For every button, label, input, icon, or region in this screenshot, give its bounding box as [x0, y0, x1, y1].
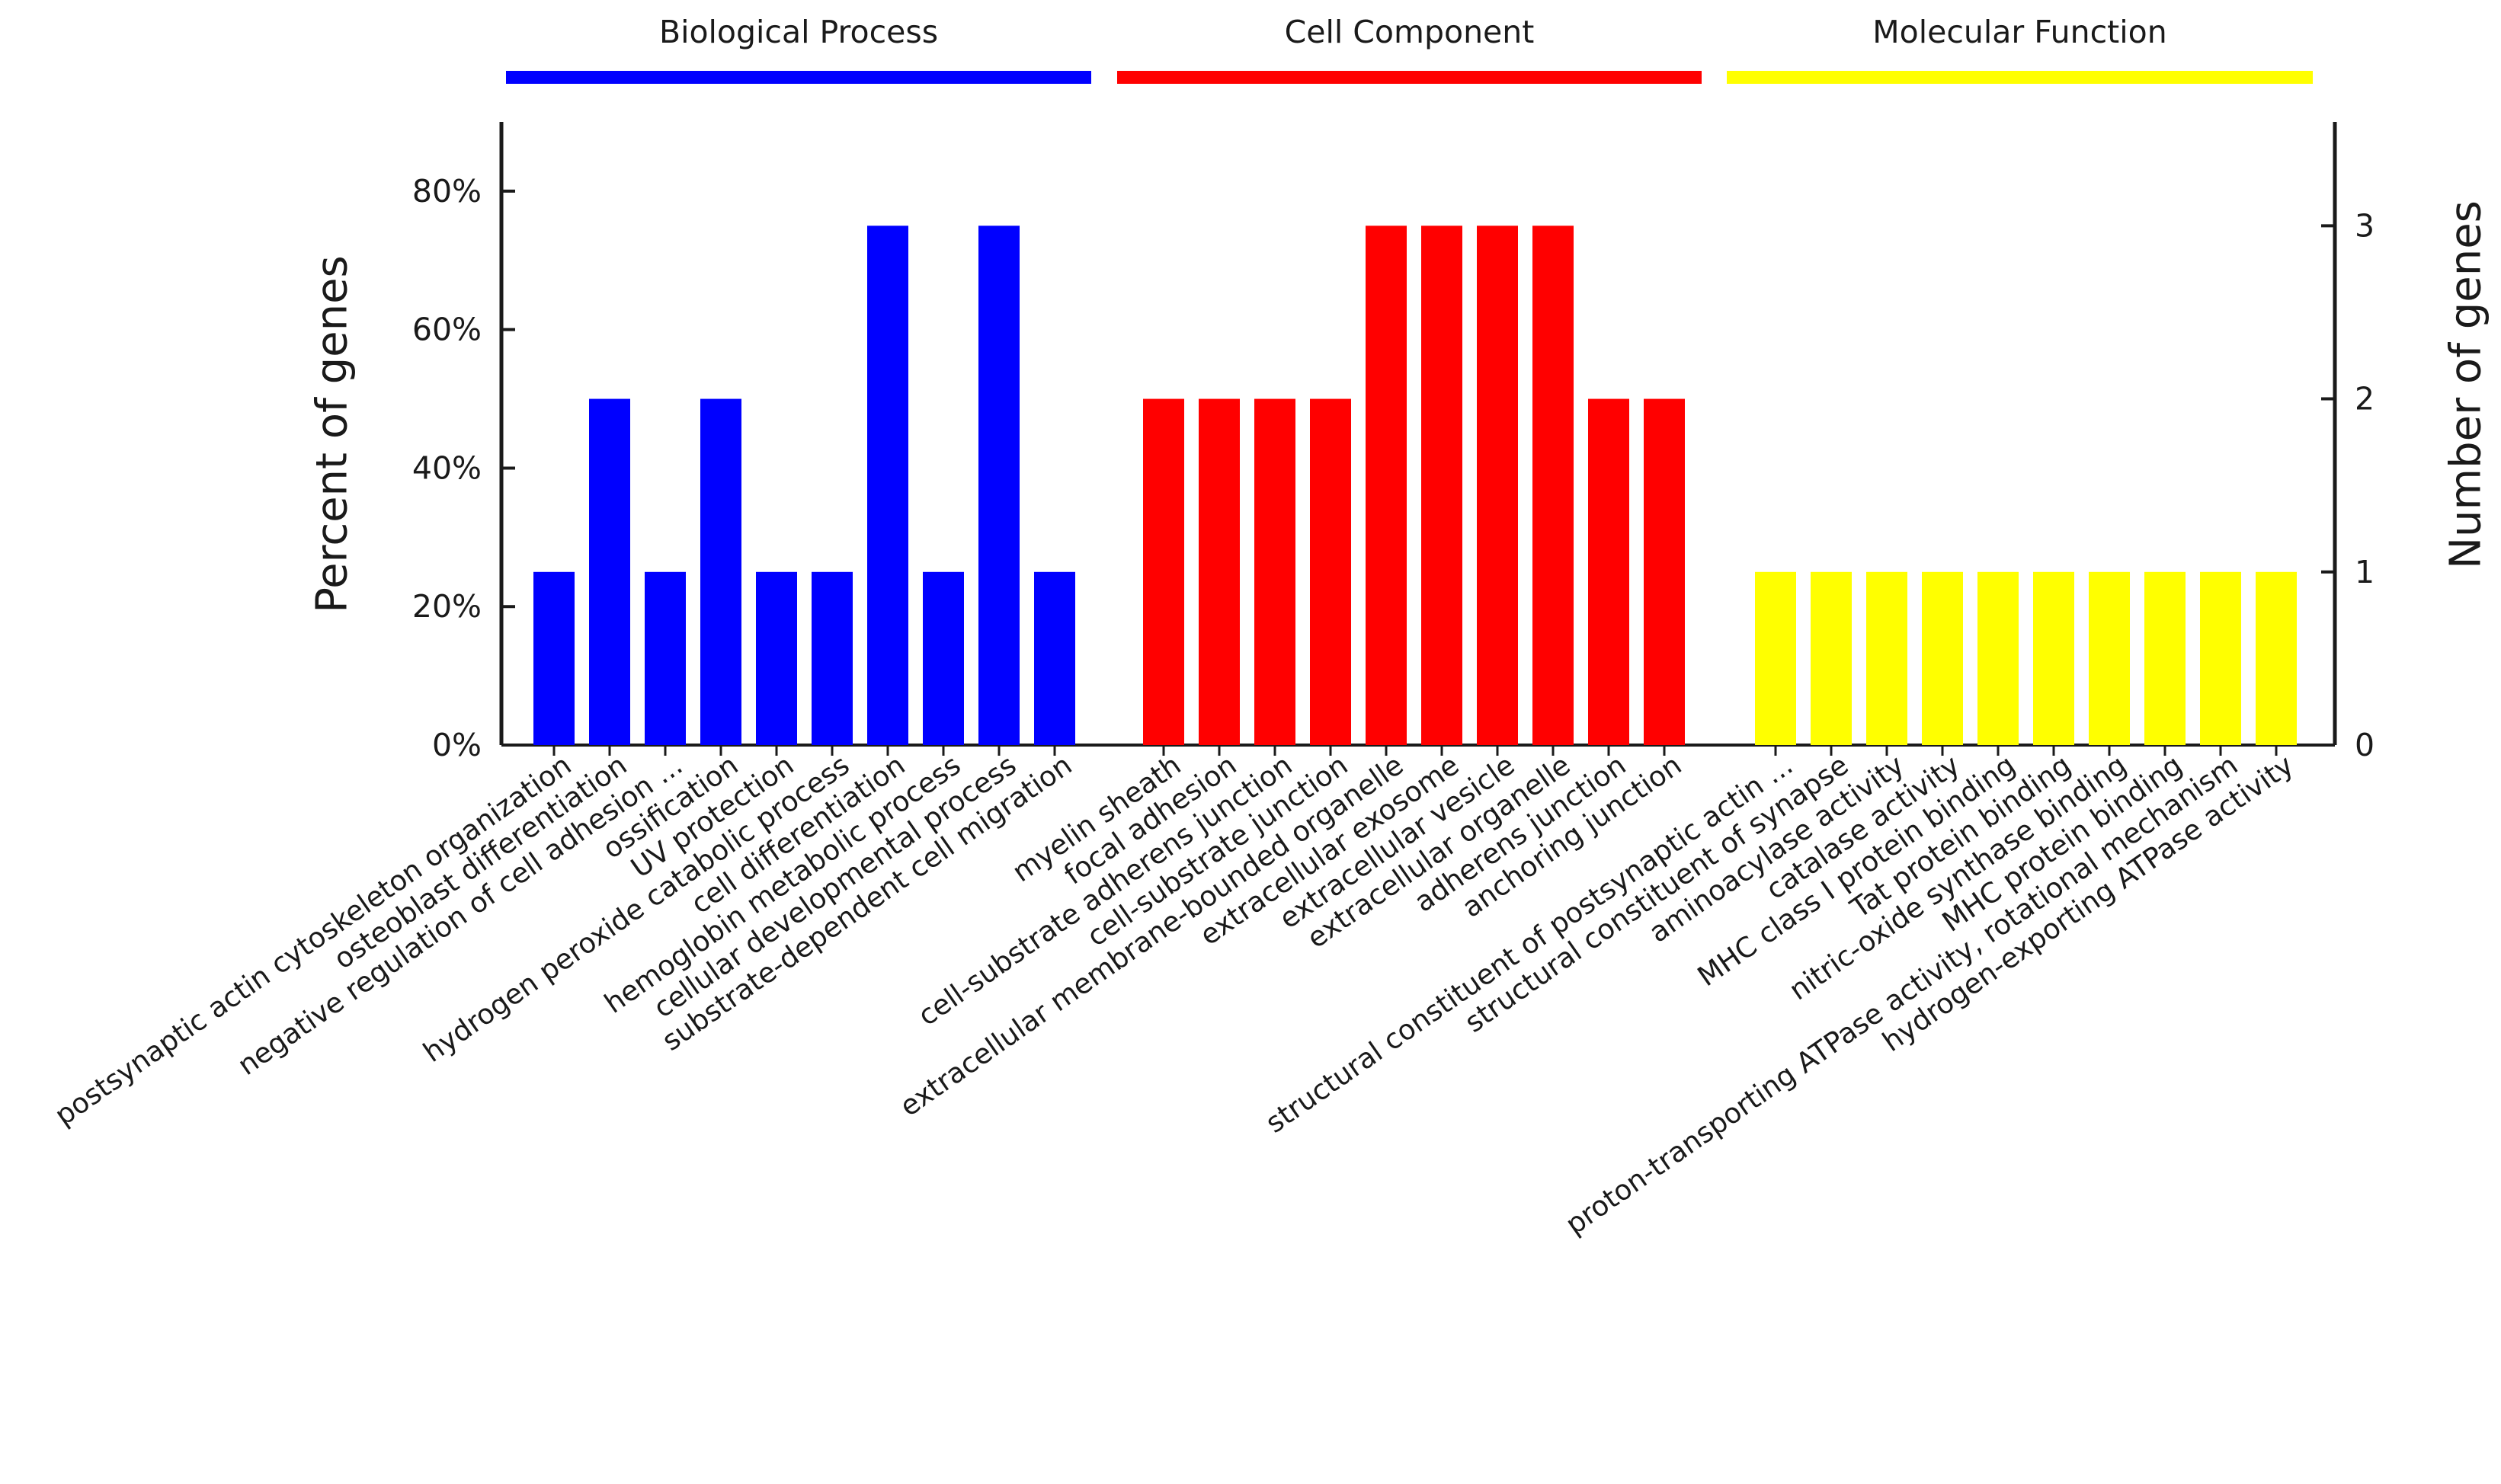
bar	[1254, 398, 1295, 745]
bar	[1366, 225, 1407, 745]
bar	[1143, 398, 1184, 745]
bar	[1755, 571, 1796, 745]
y-right-tick-label: 1	[2355, 554, 2375, 590]
bar	[1811, 571, 1852, 745]
bar	[2200, 571, 2241, 745]
group-headers: Biological Process Cell Component Molecula…	[506, 14, 2313, 84]
bar	[2256, 571, 2297, 745]
y-left-tick-label: 60%	[412, 312, 482, 348]
bar	[1310, 398, 1351, 745]
bar	[1922, 571, 1963, 745]
bar	[533, 571, 575, 745]
bar	[1977, 571, 2019, 745]
bar	[2033, 571, 2074, 745]
bar	[2089, 571, 2130, 745]
bar	[1034, 571, 1075, 745]
y-right-tick-label: 0	[2355, 727, 2375, 763]
group-header-label: Biological Process	[659, 14, 938, 50]
group-header-label: Cell Component	[1285, 14, 1535, 50]
y-right-axis-title: Number of genes	[2442, 200, 2491, 569]
y-right-tick-label: 3	[2355, 207, 2375, 244]
bar	[1532, 225, 1574, 745]
bar	[1644, 398, 1685, 745]
bar	[756, 571, 797, 745]
group-header-label: Molecular Function	[1872, 14, 2166, 50]
bar	[1477, 225, 1518, 745]
y-left-tick-label: 20%	[412, 588, 482, 625]
bar	[2144, 571, 2186, 745]
y-right-tick-label: 2	[2355, 381, 2375, 417]
bar	[812, 571, 853, 745]
group-color-bar	[1117, 71, 1702, 84]
y-right-ticks: 0 1 2 3	[2321, 207, 2375, 763]
bar	[1588, 398, 1629, 745]
bars	[533, 225, 2297, 745]
bar	[1199, 398, 1240, 745]
bar	[923, 571, 964, 745]
category-label: postsynaptic actin cytoskeleton organiza…	[49, 748, 577, 1131]
bar	[1421, 225, 1462, 745]
group-color-bar	[1727, 71, 2313, 84]
category-labels: postsynaptic actin cytoskeleton organiza…	[49, 745, 2299, 1241]
bar	[700, 398, 741, 745]
y-left-tick-label: 0%	[432, 727, 482, 763]
bar	[978, 225, 1020, 745]
bar	[1866, 571, 1907, 745]
bar	[867, 225, 908, 745]
y-left-tick-label: 80%	[412, 173, 482, 209]
y-left-axis-title: Percent of genes	[308, 255, 357, 612]
y-left-ticks: 0% 20% 40% 60% 80%	[412, 173, 515, 763]
bar	[589, 398, 630, 745]
bar	[645, 571, 686, 745]
y-left-tick-label: 40%	[412, 449, 482, 486]
group-color-bar	[506, 71, 1091, 84]
